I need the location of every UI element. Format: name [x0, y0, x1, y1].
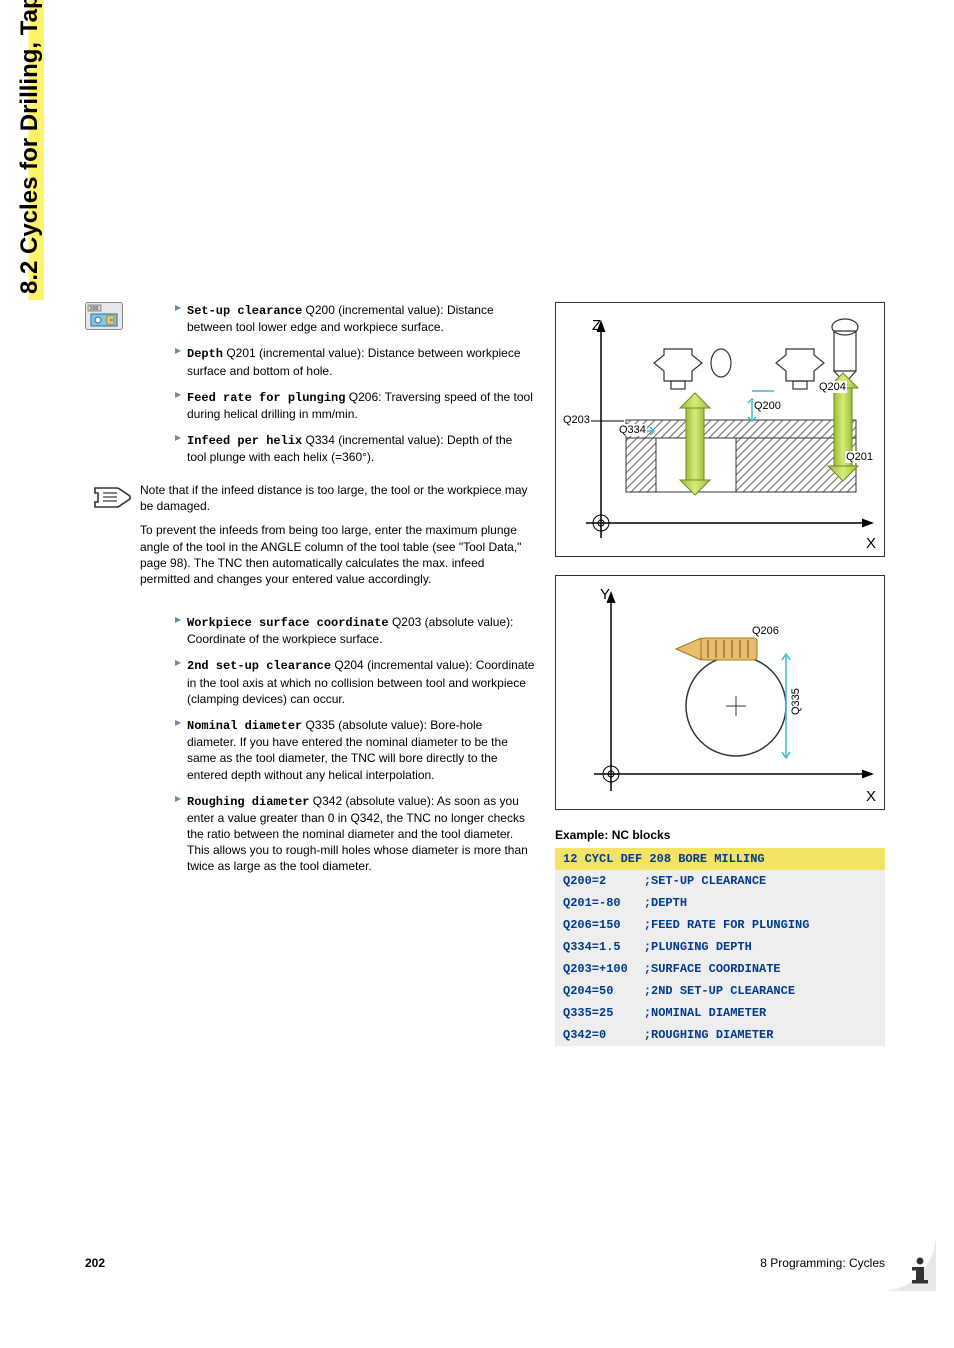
- info-corner-icon: [882, 1233, 936, 1294]
- parameter-term: Workpiece surface coordinate: [187, 616, 389, 630]
- nc-param: Q200=2: [555, 870, 636, 892]
- diagram-z-axis: Z X Q200 Q201 Q203 Q204 Q334: [555, 302, 885, 557]
- table-row: Q335=25;NOMINAL DIAMETER: [555, 1002, 885, 1024]
- parameter-code: Q342: [309, 794, 342, 808]
- softkey-label: 208: [90, 306, 99, 312]
- parameter-code: Q201: [223, 346, 256, 360]
- note-paragraph: Note that if the infeed distance is too …: [140, 482, 535, 514]
- q335-label: Q335: [790, 687, 802, 716]
- table-row: Q334=1.5;PLUNGING DEPTH: [555, 936, 885, 958]
- nc-param: Q203=+100: [555, 958, 636, 980]
- q206-label: Q206: [751, 625, 780, 637]
- nc-comment: ;2ND SET-UP CLEARANCE: [636, 980, 885, 1002]
- note-paragraph: To prevent the infeeds from being too la…: [140, 522, 535, 587]
- nc-comment: ;SURFACE COORDINATE: [636, 958, 885, 980]
- parameter-code: Q200: [302, 303, 335, 317]
- note-block: Note that if the infeed distance is too …: [85, 482, 535, 595]
- nc-comment: ;DEPTH: [636, 892, 885, 914]
- parameter-term: Set-up clearance: [187, 304, 302, 318]
- nc-param: Q335=25: [555, 1002, 636, 1024]
- nc-comment: ;PLUNGING DEPTH: [636, 936, 885, 958]
- table-row: 12 CYCL DEF 208 BORE MILLING: [555, 848, 885, 870]
- nc-param: Q206=150: [555, 914, 636, 936]
- axis-label-z: Z: [592, 317, 601, 334]
- parameter-item: 2nd set-up clearance Q204 (incremental v…: [175, 657, 535, 707]
- parameter-list-2: Workpiece surface coordinate Q203 (absol…: [175, 614, 535, 885]
- parameter-term: Nominal diameter: [187, 719, 302, 733]
- table-row: Q206=150;FEED RATE FOR PLUNGING: [555, 914, 885, 936]
- section-title: 8.2 Cycles for Drilling, Tapping and Thr…: [16, 0, 44, 300]
- table-row: Q342=0;ROUGHING DIAMETER: [555, 1024, 885, 1046]
- page-number: 202: [85, 1256, 105, 1270]
- nc-comment: ;NOMINAL DIAMETER: [636, 1002, 885, 1024]
- parameter-item: Feed rate for plunging Q206: Traversing …: [175, 389, 535, 422]
- nc-param: Q204=50: [555, 980, 636, 1002]
- q200-label: Q200: [753, 400, 782, 412]
- nc-header: 12 CYCL DEF 208 BORE MILLING: [555, 848, 885, 870]
- example-heading: Example: NC blocks: [555, 828, 885, 842]
- q334-label: Q334: [618, 424, 647, 436]
- axis-label-x: X: [866, 535, 876, 552]
- parameter-term: Infeed per helix: [187, 434, 302, 448]
- page-footer: 202 8 Programming: Cycles: [85, 1256, 885, 1270]
- table-row: Q204=50;2ND SET-UP CLEARANCE: [555, 980, 885, 1002]
- parameter-code: Q335: [302, 718, 335, 732]
- parameter-code: Q204: [331, 658, 364, 672]
- table-row: Q201=-80;DEPTH: [555, 892, 885, 914]
- table-row: Q200=2;SET-UP CLEARANCE: [555, 870, 885, 892]
- diagram-y-axis: Y X Q206 Q335: [555, 575, 885, 810]
- chapter-label: 8 Programming: Cycles: [760, 1256, 885, 1270]
- parameter-item: Set-up clearance Q200 (incremental value…: [175, 302, 535, 335]
- q201-label: Q201: [845, 451, 874, 463]
- q204-label: Q204: [818, 381, 847, 393]
- parameter-item: Depth Q201 (incremental value): Distance…: [175, 345, 535, 378]
- parameter-term: Feed rate for plunging: [187, 391, 345, 405]
- parameter-list-1: Set-up clearance Q200 (incremental value…: [175, 302, 535, 476]
- parameter-code: Q206: [345, 390, 378, 404]
- nc-block-table: 12 CYCL DEF 208 BORE MILLING Q200=2;SET-…: [555, 848, 885, 1046]
- parameter-term: Roughing diameter: [187, 795, 309, 809]
- nc-comment: ;ROUGHING DIAMETER: [636, 1024, 885, 1046]
- note-icon: [92, 482, 134, 514]
- q203-label: Q203: [562, 414, 591, 426]
- nc-comment: ;SET-UP CLEARANCE: [636, 870, 885, 892]
- parameter-item: Workpiece surface coordinate Q203 (absol…: [175, 614, 535, 647]
- axis-label-x: X: [866, 788, 876, 805]
- nc-param: Q201=-80: [555, 892, 636, 914]
- softkey-icon: 208: [85, 302, 123, 330]
- parameter-term: Depth: [187, 347, 223, 361]
- parameter-code: Q334: [302, 433, 335, 447]
- parameter-code: Q203: [389, 615, 422, 629]
- parameter-item: Infeed per helix Q334 (incremental value…: [175, 432, 535, 465]
- nc-param: Q334=1.5: [555, 936, 636, 958]
- axis-label-y: Y: [600, 586, 610, 603]
- right-column: Z X Q200 Q201 Q203 Q204 Q334: [555, 302, 885, 1046]
- nc-comment: ;FEED RATE FOR PLUNGING: [636, 914, 885, 936]
- parameter-item: Roughing diameter Q342 (absolute value):…: [175, 793, 535, 875]
- parameter-term: 2nd set-up clearance: [187, 659, 331, 673]
- parameter-item: Nominal diameter Q335 (absolute value): …: [175, 717, 535, 783]
- table-row: Q203=+100;SURFACE COORDINATE: [555, 958, 885, 980]
- nc-param: Q342=0: [555, 1024, 636, 1046]
